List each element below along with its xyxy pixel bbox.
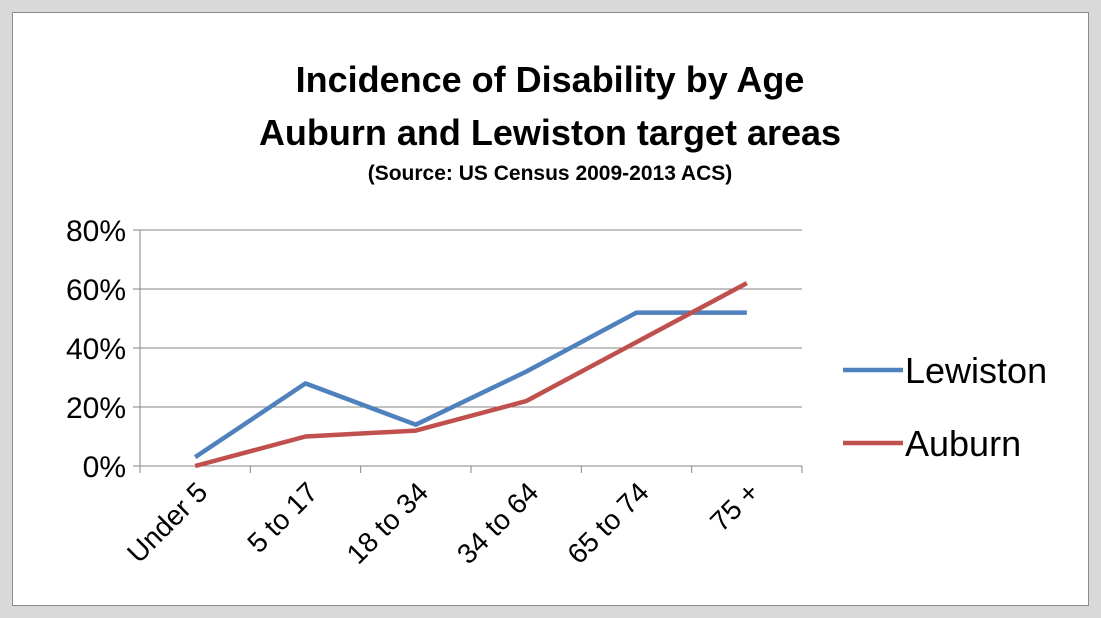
series-line-auburn [194,281,748,469]
gridlines [140,229,802,408]
legend: Lewiston Auburn [843,350,1047,464]
y-tick-label: 20% [66,392,126,425]
y-tick-label: 60% [66,274,126,307]
legend-label-auburn: Auburn [905,423,1021,464]
chart-frame [12,12,1089,606]
x-tick-label: 5 to 17 [241,476,323,558]
y-tick-label: 0% [83,451,126,484]
y-tick-labels: 0% 20% 40% 60% 80% [66,215,126,484]
x-tick-label: Under 5 [121,476,213,568]
series-lines [193,281,748,469]
y-tick-label: 80% [66,215,126,248]
chart-subtitle: Auburn and Lewiston target areas [259,112,841,153]
chart-source: (Source: US Census 2009-2013 ACS) [368,162,733,185]
x-tick-labels: Under 5 5 to 17 18 to 34 34 to 64 65 to 74 75… [121,476,765,569]
x-tick-label: 75 + [704,476,765,537]
x-tick-label: 34 to 64 [451,476,544,569]
legend-label-lewiston: Lewiston [905,350,1047,391]
chart-title: Incidence of Disability by Age [296,59,805,100]
x-tick-label: 18 to 34 [341,476,434,569]
y-tick-label: 40% [66,333,126,366]
axes [133,229,803,473]
series-line-lewiston [193,310,747,460]
x-tick-label: 65 to 74 [561,476,654,569]
